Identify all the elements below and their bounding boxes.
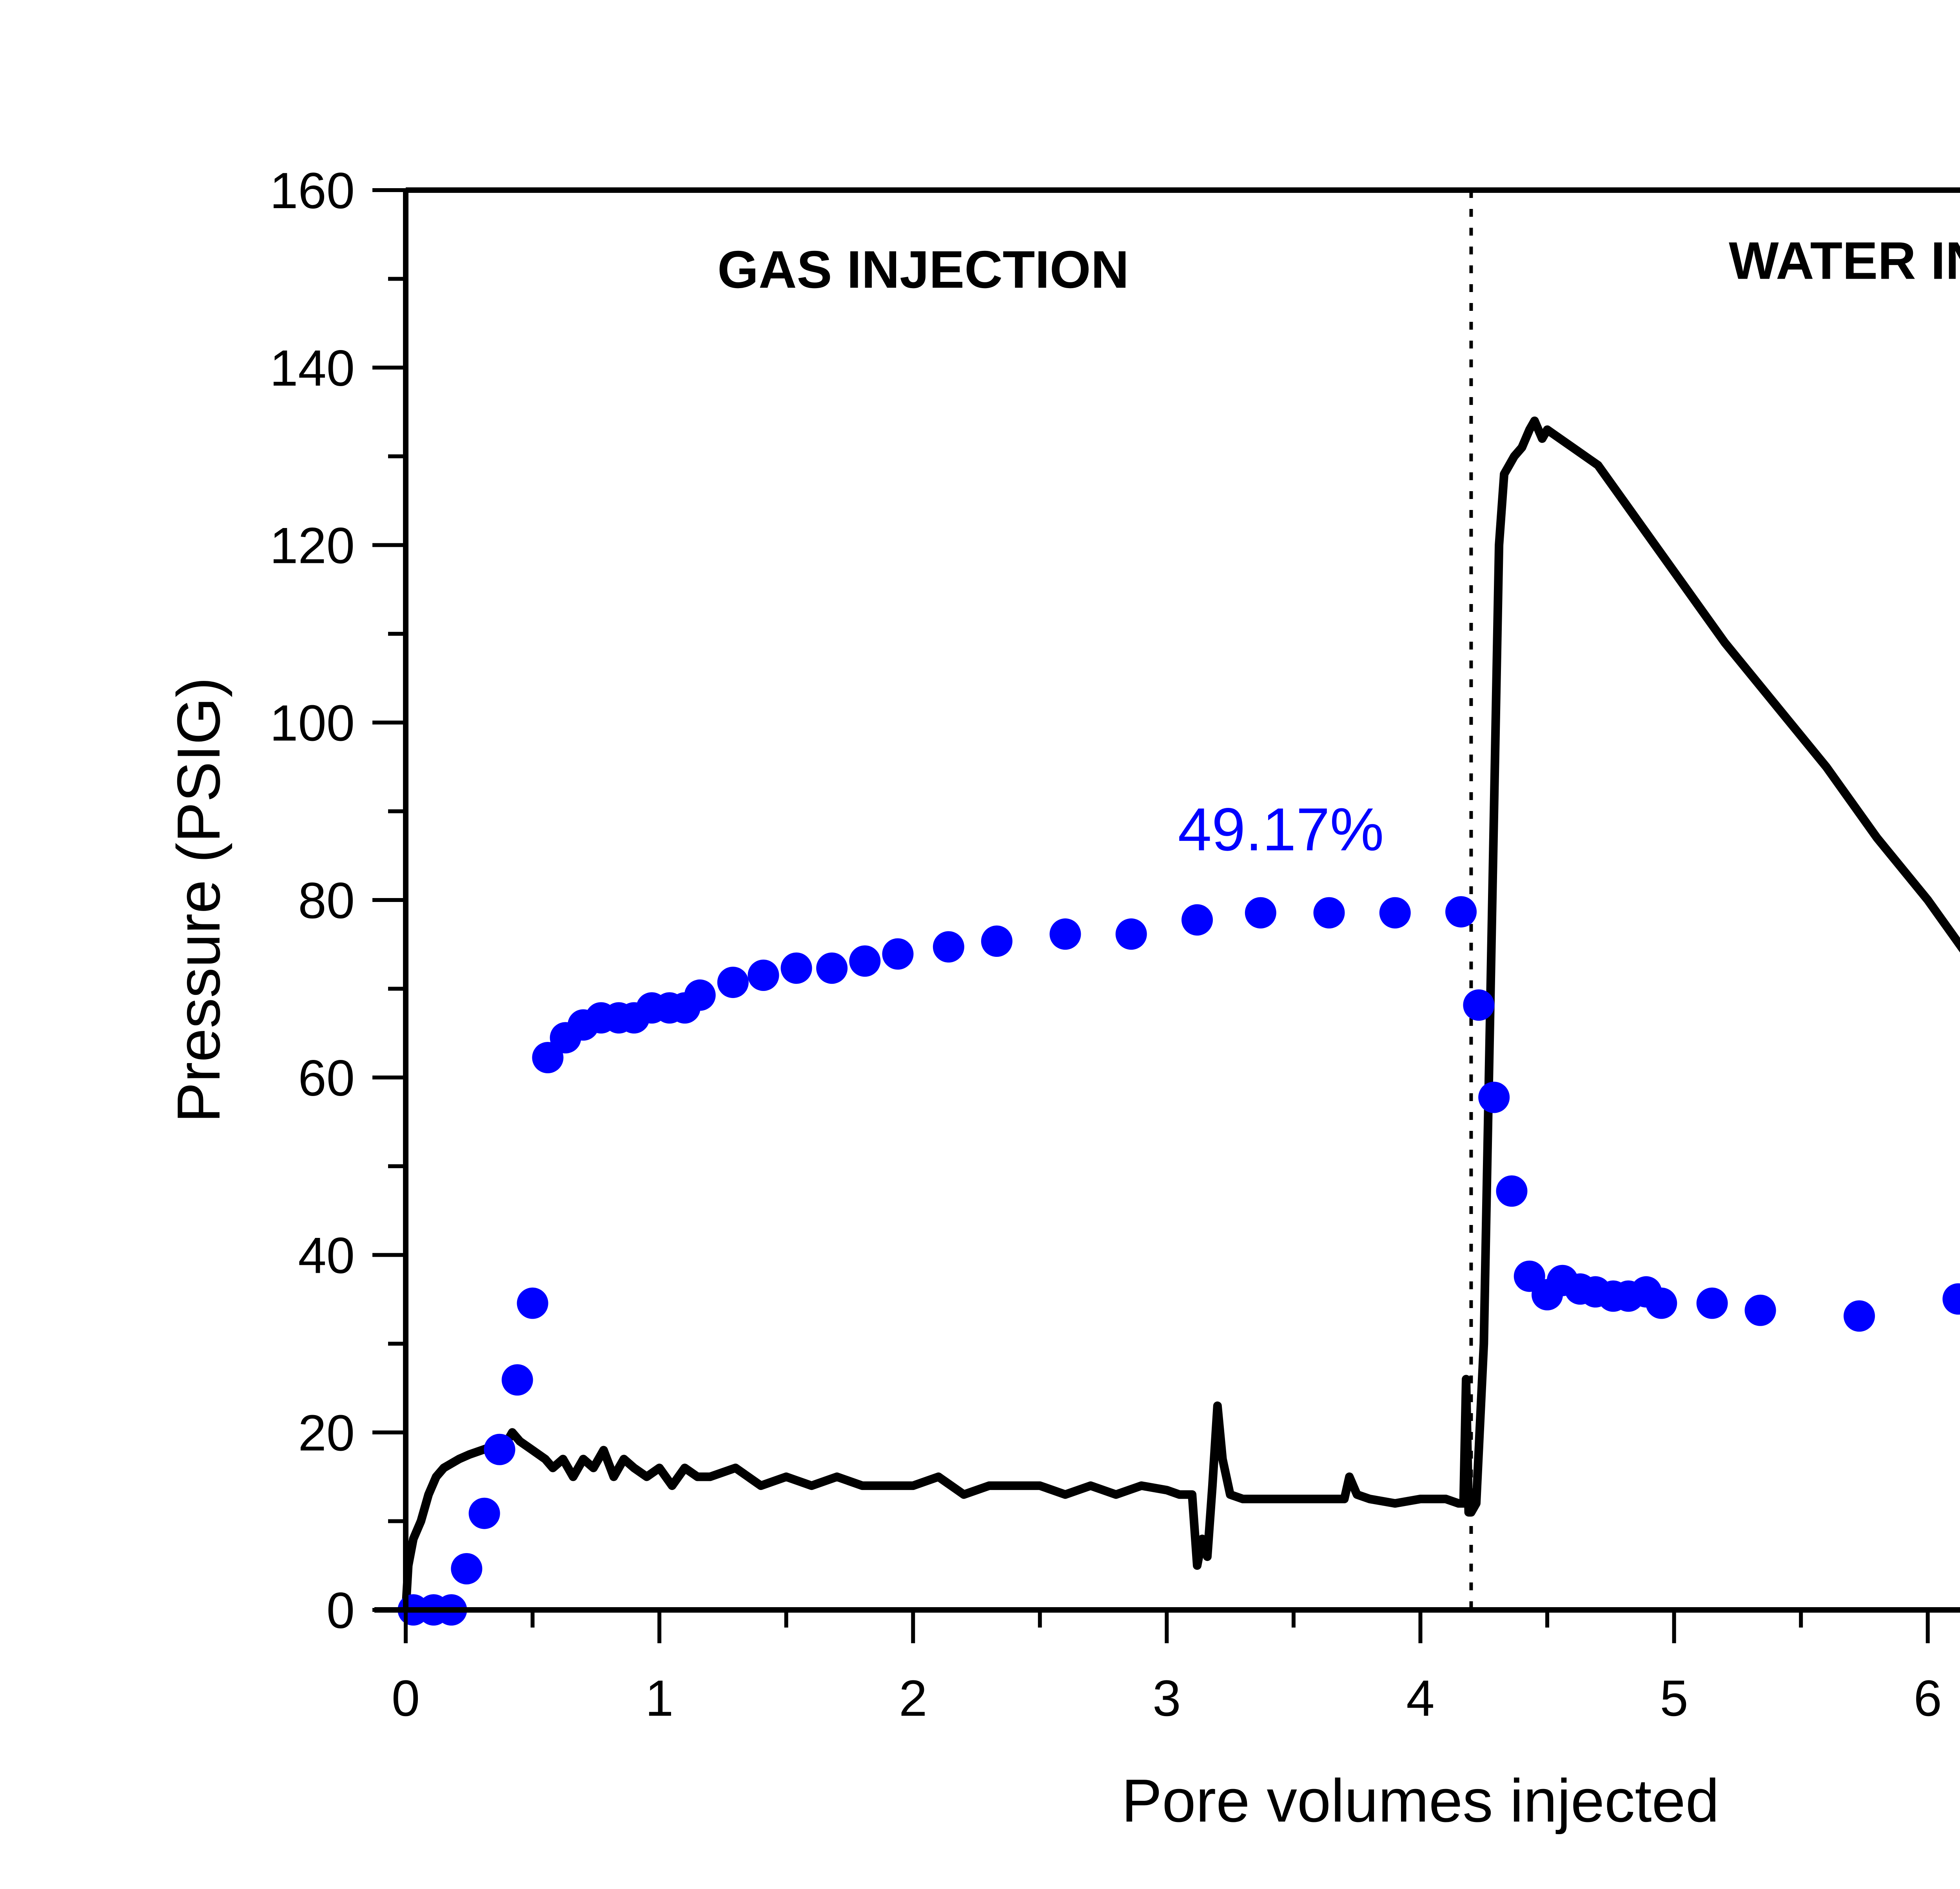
sgr-data-point [1245, 897, 1276, 929]
x-axis-title: Pore volumes injected [1122, 1767, 1719, 1835]
sgr-data-point [748, 959, 779, 991]
phase-label-water-injection: WATER INJECTION [1729, 231, 1960, 290]
sgr-data-point [1942, 1283, 1960, 1315]
x-tick-label: 3 [1152, 1669, 1181, 1727]
sgr-data-point [1181, 904, 1213, 936]
sgr-data-point [1646, 1287, 1677, 1319]
sgr-data-point [517, 1287, 548, 1319]
sgr-data-point [451, 1553, 483, 1584]
sgr-data-point [1313, 897, 1345, 929]
sgr-data-point [1049, 918, 1081, 950]
x-tick-label: 2 [899, 1669, 927, 1727]
sgr-data-point [1115, 918, 1147, 950]
phase-label-gas-injection: GAS INJECTION [717, 240, 1129, 299]
sgr-data-point [1478, 1082, 1510, 1113]
sgr-data-point [882, 938, 914, 970]
x-tick-label: 5 [1660, 1669, 1688, 1727]
x-tick-label: 0 [392, 1669, 420, 1727]
sgr-data-point [501, 1364, 533, 1396]
sgr-data-point [484, 1434, 515, 1465]
y-tick-label: 40 [298, 1227, 355, 1284]
y-tick-label: 140 [270, 339, 355, 397]
sgr-data-point [981, 925, 1013, 957]
y-tick-label: 120 [270, 517, 355, 574]
y-tick-label: 20 [298, 1404, 355, 1461]
sgr-data-point [1844, 1300, 1875, 1332]
y-axis-title: Pressure (PSIG) [165, 677, 232, 1123]
sgr-data-point [816, 952, 848, 984]
x-tick-label: 6 [1914, 1669, 1942, 1727]
labels: Pore volumes injected Pressure (PSIG) Sg… [165, 231, 1960, 1835]
sgr-data-point [780, 952, 812, 984]
x-tick-label: 4 [1406, 1669, 1434, 1727]
x-tick-label: 1 [645, 1669, 673, 1727]
sgr-data-point [468, 1497, 500, 1529]
sgr-data-point [849, 945, 881, 977]
sgr-data-point [684, 979, 716, 1011]
y-tick-label: 60 [298, 1049, 355, 1107]
sgr-data-point [1744, 1294, 1776, 1326]
y-tick-label: 80 [298, 872, 355, 929]
annotation-max-sgr: 49.17% [1178, 795, 1384, 863]
sgr-data-point [1463, 989, 1495, 1021]
plot-area [397, 190, 1960, 1626]
sgr-data-point [1696, 1287, 1728, 1319]
sgr-data-point [717, 967, 749, 998]
sgr-data-point [1379, 897, 1411, 929]
y-tick-label: 160 [270, 162, 355, 219]
sgr-data-point [1445, 896, 1477, 928]
sgr-data-point [1496, 1175, 1528, 1207]
y-tick-label: 0 [327, 1582, 355, 1639]
pressure-series-line [401, 416, 1960, 1614]
axes: 0123456780204060801001201401600102030405… [270, 162, 1960, 1727]
sgr-data-point [933, 931, 964, 963]
y-tick-label: 100 [270, 694, 355, 751]
